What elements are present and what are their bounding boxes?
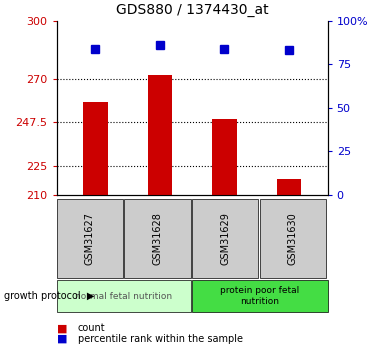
Bar [83, 102, 108, 195]
Text: protein poor fetal
nutrition: protein poor fetal nutrition [220, 286, 300, 306]
Text: percentile rank within the sample: percentile rank within the sample [78, 334, 243, 344]
Bar [277, 179, 301, 195]
Text: GSM31627: GSM31627 [85, 212, 95, 265]
Text: normal fetal nutrition: normal fetal nutrition [75, 292, 172, 301]
Text: ■: ■ [57, 334, 67, 344]
Text: GSM31630: GSM31630 [288, 212, 298, 265]
Text: count: count [78, 324, 106, 333]
Text: growth protocol  ▶: growth protocol ▶ [4, 291, 94, 301]
Bar [212, 119, 237, 195]
Text: GSM31628: GSM31628 [152, 212, 162, 265]
Title: GDS880 / 1374430_at: GDS880 / 1374430_at [116, 3, 268, 17]
Bar [147, 75, 172, 195]
Text: ■: ■ [57, 324, 67, 333]
Text: GSM31629: GSM31629 [220, 212, 230, 265]
